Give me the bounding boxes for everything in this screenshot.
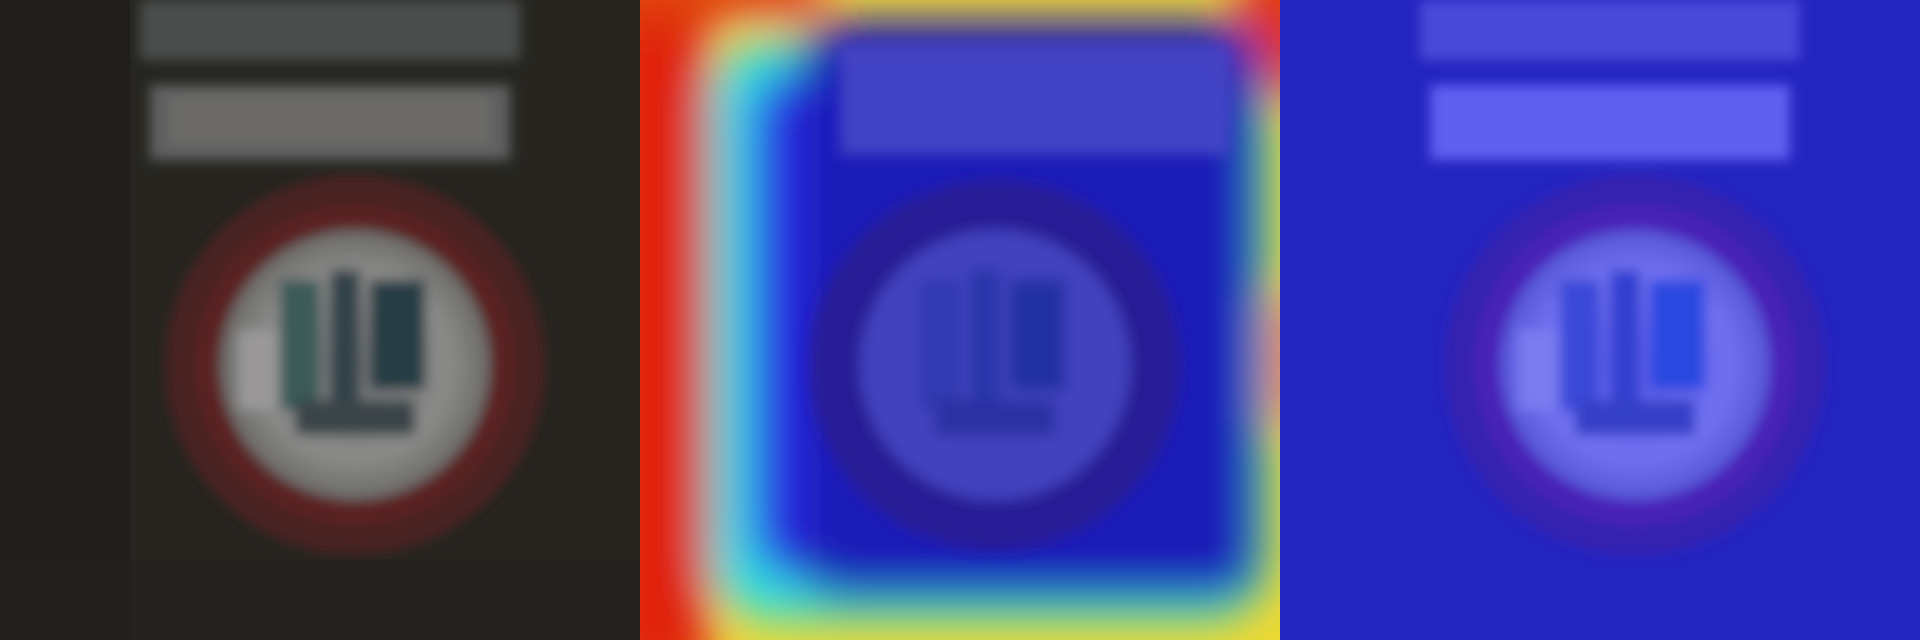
lower-plate <box>1430 85 1790 160</box>
bottom-shadow <box>0 560 640 640</box>
disc-left-highlight <box>238 330 278 410</box>
panel-original <box>0 0 640 640</box>
digit-right-tint <box>1010 280 1065 390</box>
panel-tinted <box>1280 0 1920 640</box>
panel-heatmap <box>640 0 1280 640</box>
digit-left <box>280 280 320 410</box>
left-dark-band <box>0 0 130 640</box>
upper-plate <box>140 0 520 60</box>
digit-right <box>370 280 425 390</box>
tinted-image <box>1280 0 1920 640</box>
digit-left-tint <box>920 280 960 410</box>
heatmap-image <box>640 0 1280 640</box>
original-image <box>0 0 640 640</box>
digit-right <box>1650 280 1705 390</box>
digit-base <box>1575 400 1695 435</box>
digit-left <box>1560 280 1600 410</box>
upper-plate <box>1420 0 1800 60</box>
plate-tint <box>840 45 1230 155</box>
digit-base-tint <box>935 400 1055 435</box>
digit-base <box>295 400 415 435</box>
heat-hot-top-left <box>640 0 820 20</box>
heat-hot-left <box>640 0 710 640</box>
lower-plate-highlight <box>170 95 490 145</box>
disc-left-highlight <box>1518 330 1558 410</box>
